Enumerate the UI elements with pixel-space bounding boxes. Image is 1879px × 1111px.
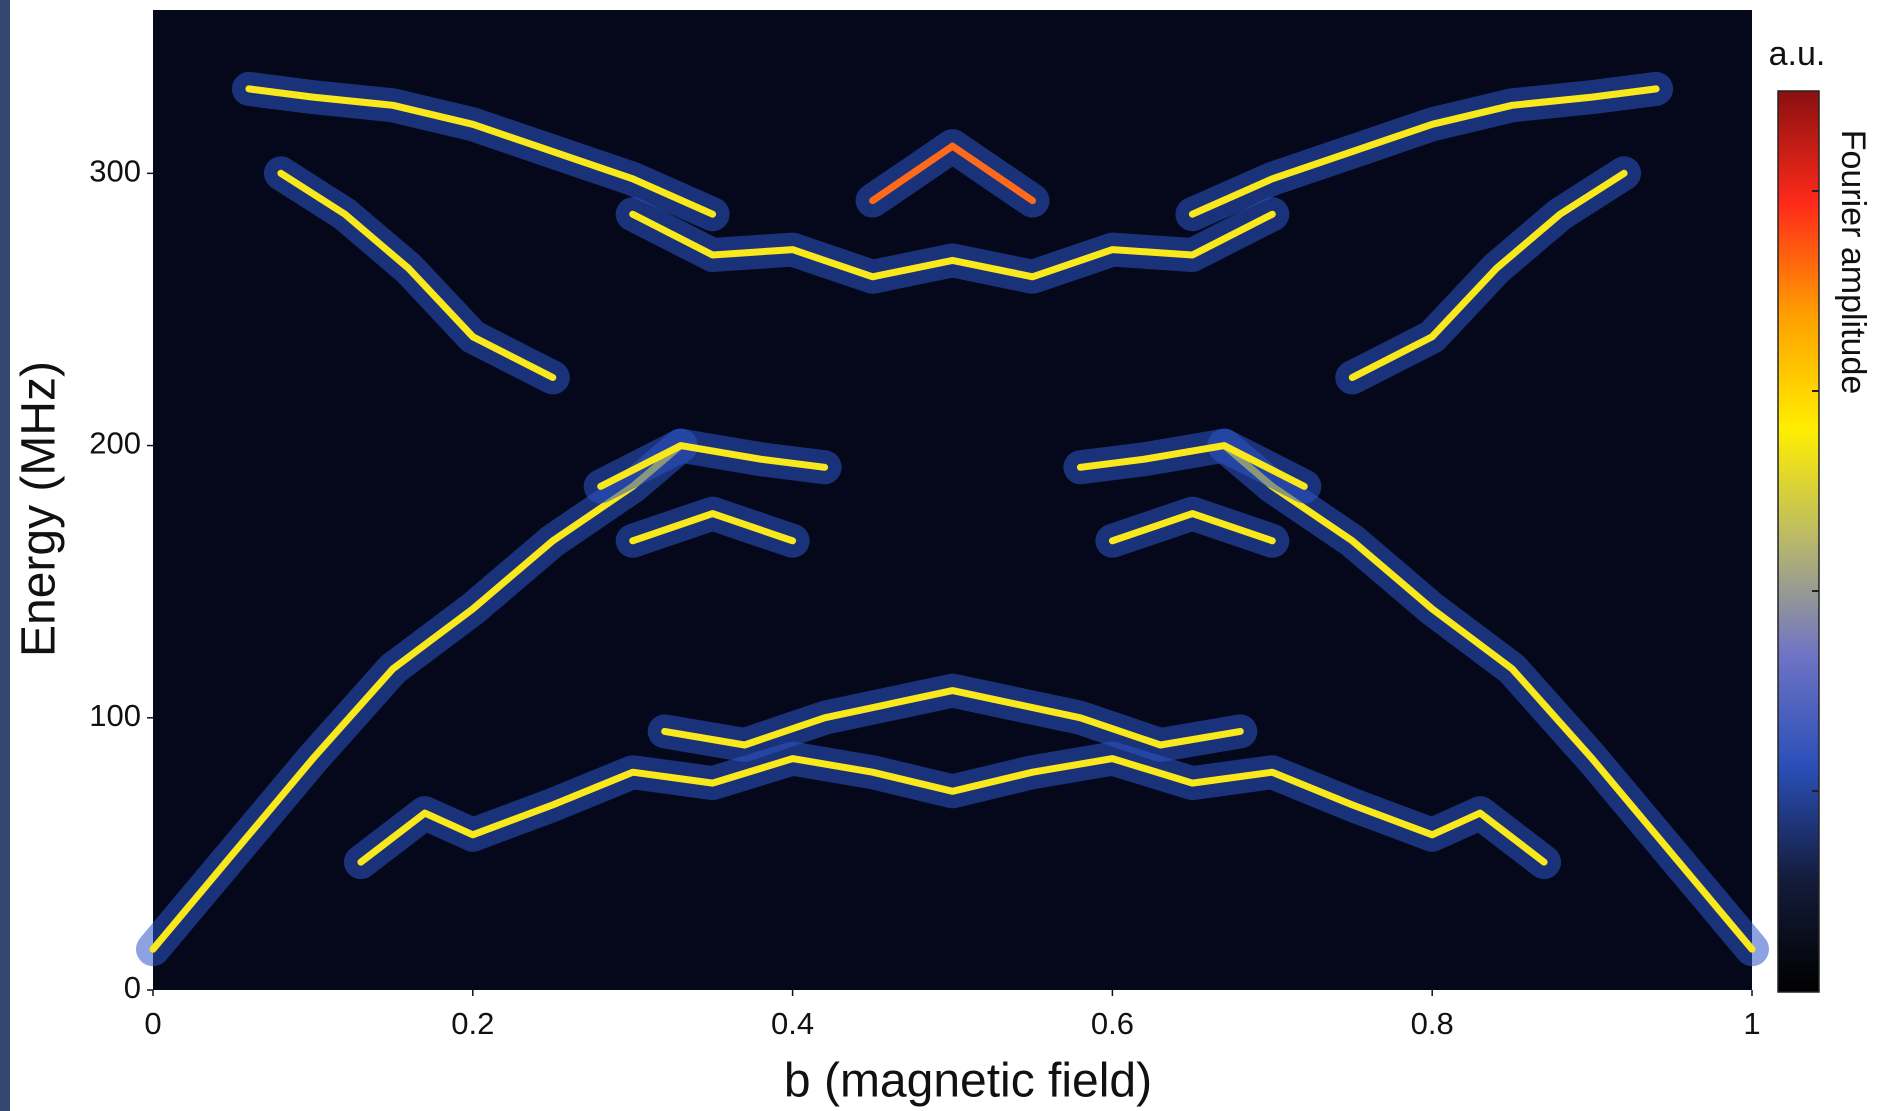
y-tick-label: 300 — [89, 154, 141, 189]
x-tick-label: 0.4 — [771, 1006, 814, 1041]
y-axis-title: Energy (MHz) — [13, 361, 66, 657]
x-axis-title: b (magnetic field) — [784, 1055, 1152, 1108]
x-tick-label: 0.2 — [451, 1006, 494, 1041]
colorbar-title: Fourier amplitude — [1834, 130, 1872, 395]
y-tick-label: 0 — [124, 970, 141, 1005]
chart: b (magnetic field) Energy (MHz) a.u. Fou… — [0, 0, 1879, 1111]
page: b (magnetic field) Energy (MHz) a.u. Fou… — [0, 0, 1879, 1111]
x-tick-label: 0.6 — [1091, 1006, 1134, 1041]
edge-strip — [0, 0, 10, 1111]
colorbar — [1778, 91, 1819, 992]
colorbar-unit: a.u. — [1769, 35, 1826, 73]
x-tick-label: 1 — [1743, 1006, 1760, 1041]
x-tick-label: 0.8 — [1411, 1006, 1454, 1041]
y-tick-label: 200 — [89, 426, 141, 461]
y-tick-label: 100 — [89, 698, 141, 733]
x-tick-label: 0 — [144, 1006, 161, 1041]
